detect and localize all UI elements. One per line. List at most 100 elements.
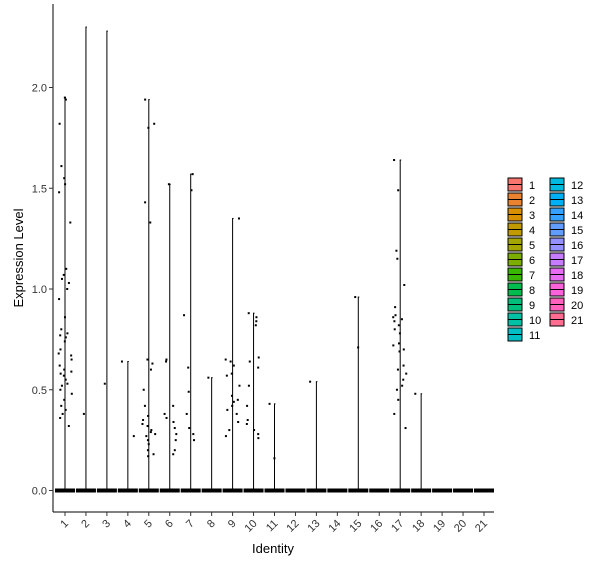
- data-point: [149, 431, 152, 434]
- legend-label: 11: [529, 330, 540, 342]
- data-point: [187, 390, 190, 393]
- violin-19: [432, 488, 453, 493]
- legend-label: 17: [571, 255, 583, 267]
- violin-17: [390, 159, 411, 493]
- legend-label: 21: [571, 315, 583, 327]
- data-point: [229, 360, 232, 363]
- legend-label: 12: [571, 180, 583, 192]
- data-point: [61, 412, 64, 415]
- legend-item-19: 19: [549, 282, 583, 297]
- data-point: [392, 344, 395, 347]
- zero-points-band: [223, 489, 243, 492]
- data-point: [152, 453, 155, 456]
- data-point: [230, 372, 233, 375]
- data-point: [237, 217, 240, 220]
- data-point: [66, 332, 69, 335]
- data-point: [185, 412, 188, 415]
- axis-layer: [52, 4, 494, 513]
- x-tick-label: 13: [305, 518, 322, 535]
- zero-points-band: [369, 489, 389, 492]
- data-point: [183, 314, 186, 317]
- data-point: [59, 388, 62, 391]
- data-point: [172, 420, 175, 423]
- zero-points-band: [202, 489, 222, 492]
- x-tick-label: 11: [264, 518, 281, 535]
- x-tick-label: 5: [142, 518, 155, 531]
- legend-label: 14: [571, 210, 583, 222]
- data-point: [154, 433, 157, 436]
- data-point: [66, 382, 69, 385]
- legend-item-15: 15: [549, 222, 583, 237]
- data-point: [174, 439, 177, 442]
- data-point: [402, 364, 405, 367]
- legend-label: 19: [571, 285, 583, 297]
- zero-points-band: [285, 489, 305, 492]
- data-point: [147, 455, 150, 458]
- data-point: [60, 404, 63, 407]
- legend-label: 16: [571, 240, 583, 252]
- data-point: [397, 324, 400, 327]
- x-tick-label: 20: [452, 518, 469, 535]
- data-point: [393, 412, 396, 415]
- legend-label: 2: [529, 195, 535, 207]
- data-point: [225, 374, 228, 377]
- data-point: [142, 388, 145, 391]
- data-point: [64, 183, 67, 186]
- data-point: [144, 98, 147, 101]
- data-point: [70, 392, 73, 395]
- data-point: [163, 412, 166, 415]
- legend-label: 6: [529, 255, 535, 267]
- data-point: [397, 398, 400, 401]
- data-point: [63, 340, 66, 343]
- data-point: [357, 346, 360, 349]
- legend-label: 4: [529, 225, 535, 237]
- data-point: [394, 314, 397, 317]
- data-point: [146, 439, 149, 442]
- legend-label: 1: [529, 180, 535, 192]
- legend-item-20: 20: [549, 297, 583, 312]
- data-point: [64, 336, 67, 339]
- x-axis-title: Identity: [252, 541, 294, 556]
- x-tick-label: 12: [284, 518, 301, 535]
- y-tick-label: 2.0: [32, 83, 47, 95]
- data-point: [246, 418, 249, 421]
- x-tick-label: 18: [410, 518, 427, 535]
- data-point: [150, 429, 153, 432]
- y-axis-title: Expression Level: [11, 208, 26, 307]
- violin-15: [348, 296, 369, 493]
- data-point: [149, 368, 152, 371]
- legend-item-2: 2: [507, 192, 535, 207]
- data-point: [393, 159, 396, 162]
- data-point: [257, 356, 260, 359]
- x-tick-label: 1: [58, 518, 71, 531]
- violin-1: [55, 97, 75, 493]
- y-tick-label: 1.0: [32, 284, 47, 296]
- legend-label: 5: [529, 240, 535, 252]
- violin-7: [180, 173, 201, 493]
- legend-label: 20: [571, 300, 583, 312]
- data-point: [149, 221, 152, 224]
- violin-3: [96, 30, 117, 493]
- zero-points-band: [432, 489, 452, 492]
- data-point: [70, 370, 73, 373]
- zero-points-band: [118, 489, 138, 492]
- y-tick-label: 0.5: [32, 385, 47, 397]
- data-point: [247, 384, 250, 387]
- x-tick-label: 17: [389, 518, 406, 535]
- zero-points-band: [244, 489, 264, 492]
- violin-16: [369, 488, 390, 493]
- data-point: [141, 423, 144, 426]
- data-point: [165, 416, 168, 419]
- zero-points-band: [160, 489, 180, 492]
- violin-6: [159, 183, 180, 493]
- data-point: [232, 400, 235, 403]
- data-point: [228, 429, 231, 432]
- data-point: [254, 324, 257, 327]
- violin-14: [327, 488, 348, 493]
- violin-21: [474, 488, 494, 493]
- legend-item-9: 9: [507, 297, 535, 312]
- legend-item-12: 12: [549, 177, 583, 192]
- x-tick-label: 9: [226, 518, 239, 531]
- data-point: [354, 296, 357, 299]
